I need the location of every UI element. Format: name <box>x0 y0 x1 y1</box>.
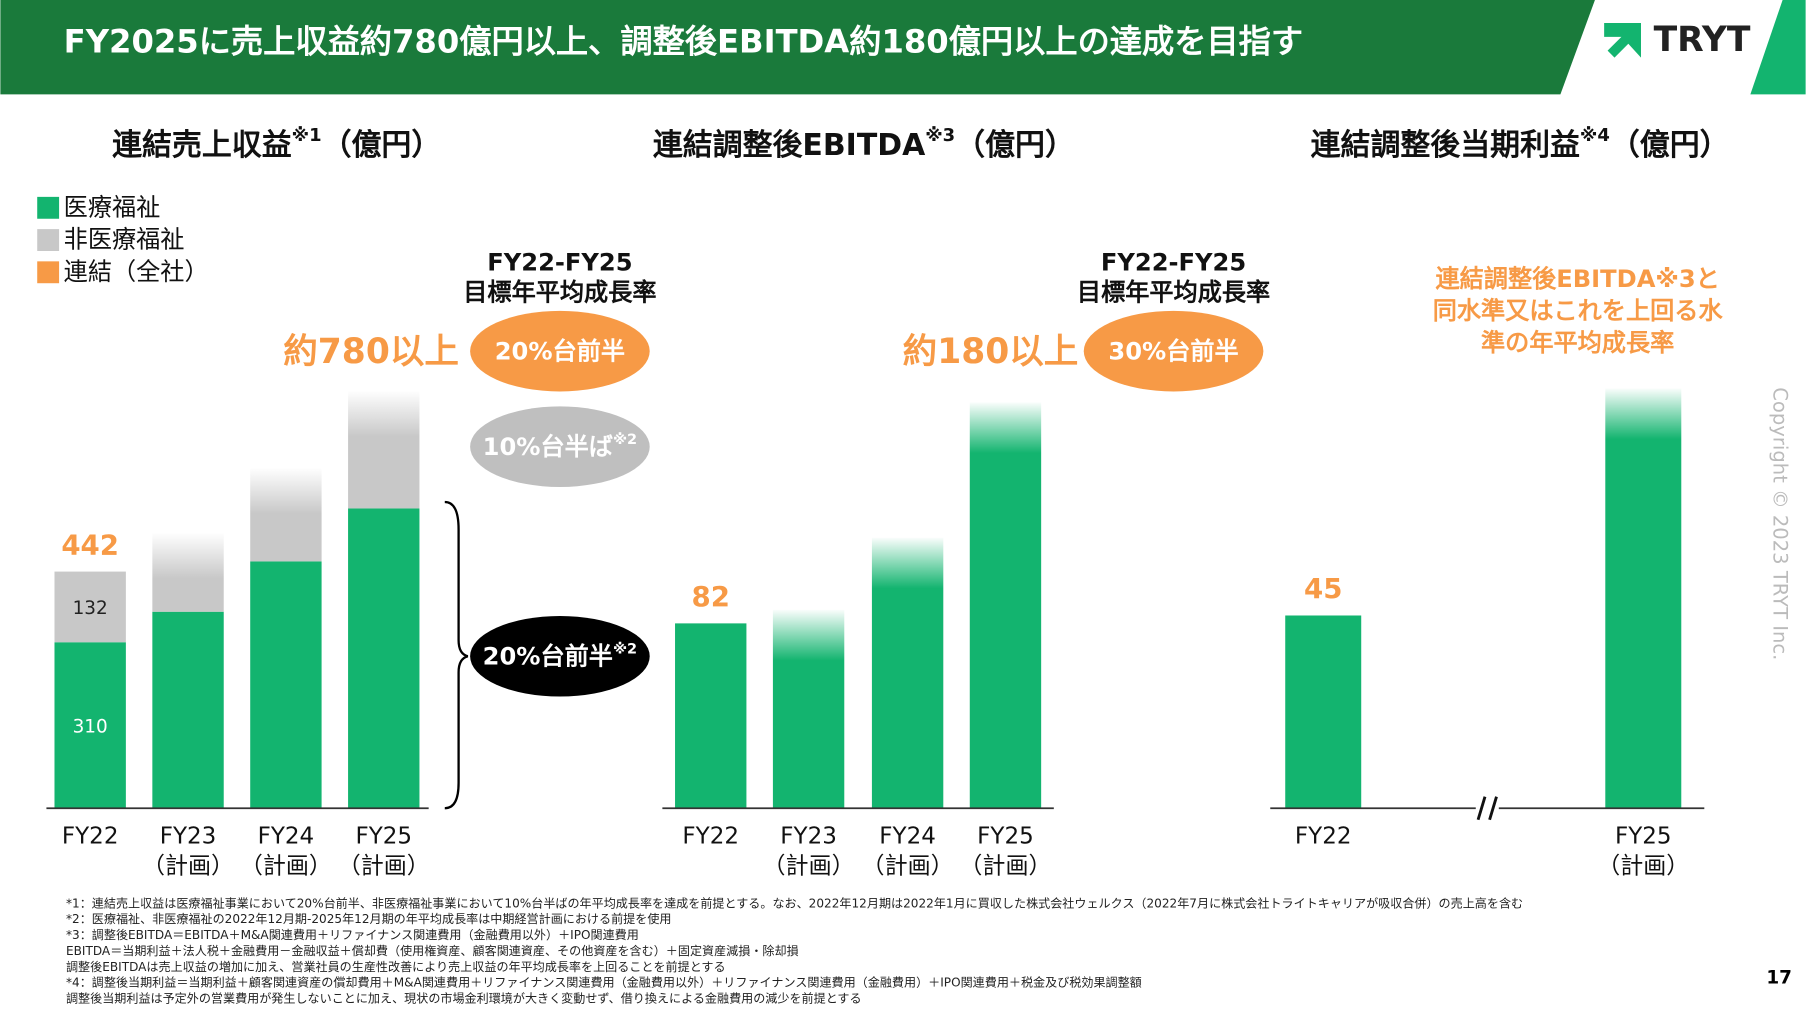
value-label: 82 <box>692 580 730 613</box>
bubble-text-part: 30%台前半 <box>1108 337 1238 365</box>
legend-swatch <box>37 261 60 284</box>
chart-title-part: （億円） <box>322 128 442 163</box>
x-tick-label: FY24 <box>258 824 315 850</box>
chart-note: 準の年平均成長率 <box>1481 329 1674 357</box>
footnote: 調整後当期利益は予定外の営業費用が発生しないことに加え、現状の市場金利環境が大き… <box>66 991 862 1006</box>
x-tick-sublabel: （計画） <box>862 853 954 879</box>
chart-note: 同水準又はこれを上回る水 <box>1433 297 1724 325</box>
value-label: 310 <box>73 717 108 738</box>
bubble-text: 10%台半ば※2 <box>483 432 637 461</box>
chart-title-note: ※1 <box>292 125 322 146</box>
x-tick-label: FY24 <box>879 824 936 850</box>
x-tick-sublabel: （計画） <box>142 853 234 879</box>
legend-label: 非医療福祉 <box>64 226 185 254</box>
x-tick-label: FY22 <box>1295 824 1352 850</box>
legend-swatch <box>37 196 60 219</box>
chart-title: 連結調整後当期利益※4（億円） <box>1311 125 1730 163</box>
logo-icon <box>1604 23 1641 58</box>
chart-title-part: （億円） <box>1610 128 1730 163</box>
bubble-text-part: 10%台半ば <box>483 433 614 461</box>
legend-label: 連結（全社） <box>64 258 209 286</box>
chart-title: 連結調整後EBITDA※3（億円） <box>653 125 1075 163</box>
footnote: EBITDA＝当期利益＋法人税＋金融費用－金融収益＋償却費（使用権資産、顧客関連… <box>66 943 799 958</box>
page-number: 17 <box>1766 968 1792 989</box>
x-tick-label: FY25 <box>1615 824 1672 850</box>
footnote: *4：調整後当期利益＝当期利益＋顧客関連資産の償却費用＋M&A関連費用＋リファイ… <box>66 975 1142 990</box>
x-tick-label: FY23 <box>160 824 217 850</box>
legend-swatch <box>37 229 60 251</box>
bracket <box>444 500 469 810</box>
bar <box>675 623 747 809</box>
bar-segment <box>348 508 420 809</box>
bar-segment <box>54 571 126 643</box>
chart-title-part: 連結調整後当期利益 <box>1311 128 1580 163</box>
bubble <box>470 310 650 392</box>
bar-segment <box>54 642 126 809</box>
logo-text: TRYT <box>1654 20 1751 60</box>
headline: 約780以上 <box>283 332 459 372</box>
axis-break <box>1476 796 1487 821</box>
x-tick-sublabel: （計画） <box>959 853 1051 879</box>
bar-fade <box>870 536 945 589</box>
chart-note: 連結調整後EBITDA※3と <box>1435 265 1719 293</box>
x-tick-label: FY25 <box>977 824 1034 850</box>
copyright: Copyright © 2023 TRYT Inc. <box>1769 387 1792 660</box>
x-tick-label: FY23 <box>780 824 837 850</box>
legend-label: 医療福祉 <box>64 193 161 221</box>
total-label: 442 <box>61 528 119 561</box>
bar-segment <box>152 611 224 809</box>
value-label: 45 <box>1304 572 1342 605</box>
bar-fade <box>1604 387 1683 440</box>
header-title: FY2025に売上収益約780億円以上、調整後EBITDA約180億円以上の達成… <box>64 23 1303 61</box>
bubble-text: 20%台前半 <box>495 337 625 365</box>
cagr-title: FY22-FY25 <box>487 249 632 277</box>
bar <box>1285 615 1362 809</box>
x-tick-sublabel: （計画） <box>338 853 430 879</box>
x-tick-label: FY25 <box>355 824 412 850</box>
bar-fade <box>151 532 225 579</box>
footnote: *3：調整後EBITDA＝EBITDA＋M&A関連費用＋リファイナンス関連費用（… <box>66 927 639 942</box>
x-tick-sublabel: （計画） <box>763 853 855 879</box>
header-accent <box>1750 0 1806 95</box>
chart-title-note: ※3 <box>925 125 955 146</box>
chart-title-part: 連結調整後EBITDA <box>653 128 926 163</box>
bubble-text: 30%台前半 <box>1108 337 1238 365</box>
bar-fade <box>346 390 421 437</box>
cagr-title: FY22-FY25 <box>1101 249 1246 277</box>
value-label: 132 <box>73 598 108 619</box>
footnotes: *1：連結売上収益は医療福祉事業において20%台前半、非医療福祉事業において10… <box>66 895 1523 1005</box>
chart-title: 連結売上収益※1（億円） <box>112 125 441 163</box>
x-tick-sublabel: （計画） <box>1597 853 1689 879</box>
x-tick-label: FY22 <box>682 824 739 850</box>
chart-title-note: ※4 <box>1580 125 1610 146</box>
bubble <box>470 615 650 697</box>
bar-fade <box>968 401 1043 454</box>
bar-fade <box>249 467 323 514</box>
bubble-text-note: ※2 <box>613 641 637 657</box>
bubble-text: 20%台前半※2 <box>483 641 637 670</box>
cagr-title: 目標年平均成長率 <box>1077 279 1270 307</box>
bubble-text-part: 20%台前半 <box>483 642 613 670</box>
bubble <box>1083 310 1264 392</box>
footnote: *2：医療福祉、非医療福祉の2022年12月期-2025年12月期の年平均成長率… <box>66 911 672 926</box>
x-tick-sublabel: （計画） <box>240 853 332 879</box>
chart-title-part: 連結売上収益 <box>112 128 292 163</box>
headline: 約180以上 <box>903 332 1079 372</box>
axis-break <box>1488 796 1498 821</box>
bubble-text-note: ※2 <box>613 432 637 448</box>
bar-segment <box>250 561 322 809</box>
cagr-title: 目標年平均成長率 <box>463 279 656 307</box>
bar <box>969 402 1042 809</box>
x-tick-label: FY22 <box>62 824 119 850</box>
footnote: *1：連結売上収益は医療福祉事業において20%台前半、非医療福祉事業において10… <box>66 895 1523 910</box>
header-band <box>0 0 1595 95</box>
bubble-text-part: 20%台前半 <box>495 337 625 365</box>
bubble <box>470 406 650 488</box>
footnote: 調整後EBITDAは売上収益の増加に加え、営業社員の生産性改善により売上収益の年… <box>66 959 726 974</box>
bar <box>1605 388 1682 809</box>
chart-title-part: （億円） <box>955 128 1075 163</box>
bar-fade <box>771 608 846 661</box>
